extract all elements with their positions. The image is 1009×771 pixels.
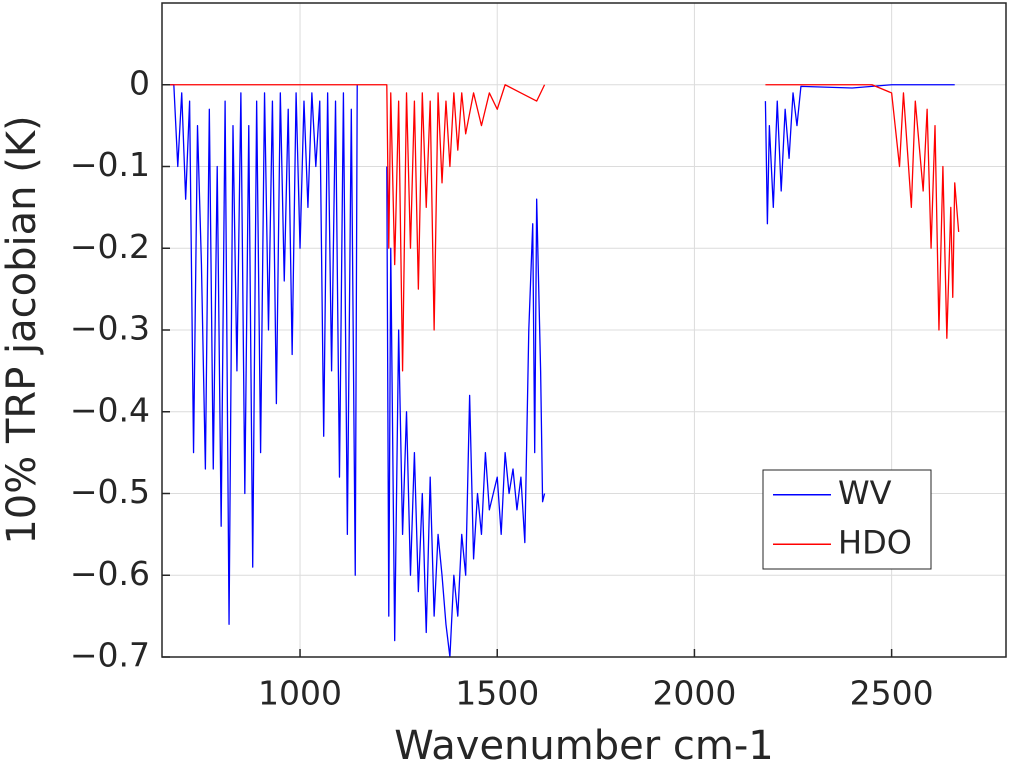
legend-box <box>762 469 932 570</box>
legend-label: WV <box>838 474 892 512</box>
y-tick-label: 0 <box>129 63 150 102</box>
legend-label: HDO <box>838 523 912 561</box>
plot-area <box>162 84 960 658</box>
x-tick-label: 2000 <box>652 674 736 713</box>
x-tick-label: 1000 <box>258 674 342 713</box>
y-tick-label: −0.4 <box>70 390 150 429</box>
y-tick-label: −0.7 <box>70 636 150 675</box>
data-line <box>162 84 955 658</box>
x-tick-label: 2500 <box>850 674 934 713</box>
legend: WV HDO <box>762 469 932 570</box>
y-tick-label: −0.3 <box>70 309 150 348</box>
data-line <box>162 84 960 372</box>
ticks: 1000 1500 2000 2500 −0.7 −0.6 −0.5 −0.4 −0.3 −0.2… <box>70 63 934 712</box>
y-axis-label: 10% TRP jacobian (K) <box>0 115 45 544</box>
y-tick-label: −0.1 <box>70 145 150 184</box>
y-tick-label: −0.2 <box>70 227 150 266</box>
y-tick-label: −0.5 <box>70 472 150 511</box>
y-tick-label: −0.6 <box>70 554 150 593</box>
x-tick-label: 1500 <box>455 674 539 713</box>
x-axis-label: Wavenumber cm-1 <box>394 723 773 769</box>
